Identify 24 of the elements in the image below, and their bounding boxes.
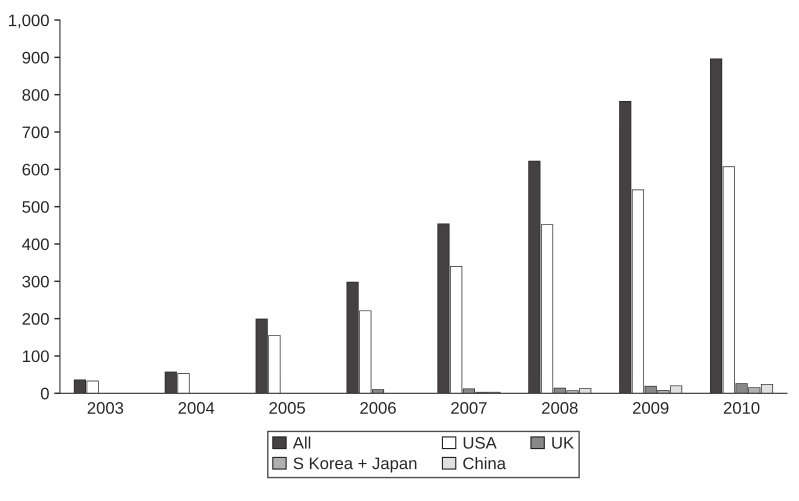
x-tick-label: 2005 [269, 402, 305, 414]
x-tick-label: 2003 [88, 402, 124, 414]
y-tick-label: 0 [40, 388, 49, 400]
legend-label: S Korea + Japan [294, 457, 416, 473]
y-tick-label: 500 [22, 201, 49, 213]
y-tick-label: 900 [22, 52, 49, 64]
x-tick-label: 2007 [451, 402, 487, 414]
y-tick-label: 1,000 [9, 14, 49, 28]
y-tick-label: 200 [22, 313, 49, 325]
legend-label: China [463, 457, 506, 470]
x-tick-label: 2004 [178, 402, 214, 414]
x-tick-label: 2010 [724, 402, 760, 414]
legend-label: All [292, 436, 310, 449]
y-tick-label: 600 [22, 164, 49, 176]
x-tick-label: 2006 [360, 402, 396, 414]
legend-label: USA [464, 436, 497, 449]
legend-label: UK [552, 437, 574, 449]
y-tick-label: 400 [22, 238, 49, 250]
y-tick-label: 100 [22, 350, 49, 362]
x-tick-label: 2009 [632, 402, 668, 414]
y-tick-label: 300 [22, 276, 49, 288]
x-tick-label: 2008 [542, 402, 578, 414]
y-tick-label: 700 [22, 126, 49, 138]
y-tick-label: 800 [22, 89, 49, 101]
